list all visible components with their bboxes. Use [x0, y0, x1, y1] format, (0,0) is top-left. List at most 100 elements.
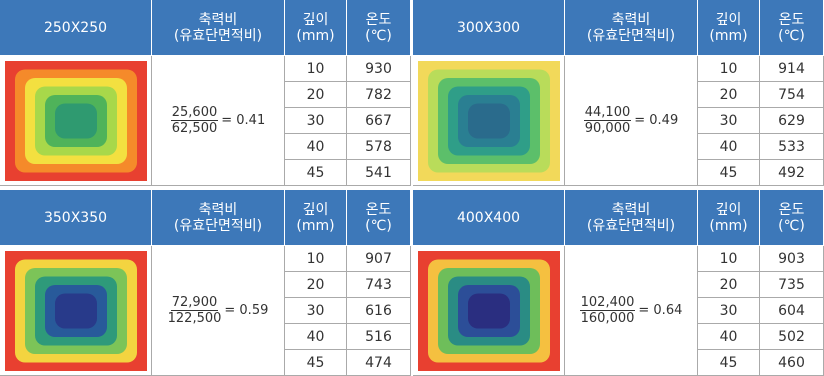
value: 20 — [720, 277, 738, 293]
depth: 40 — [698, 134, 760, 160]
depth: 10 — [285, 56, 347, 82]
size-label: 350X350 — [44, 210, 107, 226]
value: 492 — [778, 165, 805, 181]
temperature: 578 — [347, 134, 411, 160]
value: 616 — [365, 303, 392, 319]
temperature: 735 — [760, 272, 824, 298]
value: 20 — [307, 277, 325, 293]
value: 460 — [778, 355, 805, 371]
depth: 30 — [285, 298, 347, 324]
header-line: (℃) — [365, 28, 392, 44]
denominator: 90,000 — [585, 121, 631, 136]
depth: 20 — [698, 272, 760, 298]
header-line: (mm) — [296, 218, 334, 234]
depth: 40 — [698, 324, 760, 350]
header-line: (℃) — [365, 218, 392, 234]
temperature: 460 — [760, 350, 824, 376]
depth: 40 — [285, 134, 347, 160]
value: 30 — [307, 113, 325, 129]
value: 30 — [720, 113, 738, 129]
temperature: 541 — [347, 160, 411, 186]
value: 40 — [307, 139, 325, 155]
value: 667 — [365, 113, 392, 129]
header-line: (mm) — [709, 218, 747, 234]
depth: 10 — [698, 246, 760, 272]
header-line: 온도 — [779, 202, 805, 218]
heatmap — [418, 61, 560, 181]
heatmap — [5, 251, 147, 371]
denominator: 62,500 — [172, 121, 218, 136]
depth: 30 — [698, 108, 760, 134]
value: 10 — [307, 251, 325, 267]
heatmap — [5, 61, 147, 181]
header-line: 축력비 — [612, 12, 651, 28]
size-header: 350X350 — [0, 190, 152, 246]
depth: 20 — [285, 272, 347, 298]
temperature: 492 — [760, 160, 824, 186]
depth: 20 — [698, 82, 760, 108]
result: = 0.59 — [224, 303, 268, 318]
heatmap-cell — [0, 246, 152, 376]
header-line: 온도 — [366, 202, 392, 218]
temperature: 743 — [347, 272, 411, 298]
header-line: 깊이 — [303, 202, 329, 218]
value: 40 — [307, 329, 325, 345]
value: 533 — [778, 139, 805, 155]
value: 40 — [720, 139, 738, 155]
value: 930 — [365, 61, 392, 77]
header-line: (mm) — [709, 28, 747, 44]
temperature: 930 — [347, 56, 411, 82]
column-header: 깊이(mm) — [285, 190, 347, 246]
size-header: 400X400 — [413, 190, 565, 246]
depth: 10 — [285, 246, 347, 272]
result: = 0.64 — [638, 303, 682, 318]
value: 516 — [365, 329, 392, 345]
temperature: 907 — [347, 246, 411, 272]
header-line: (mm) — [296, 28, 334, 44]
depth: 10 — [698, 56, 760, 82]
header-line: 온도 — [779, 12, 805, 28]
heatmap-cell — [0, 56, 152, 186]
size-label: 300X300 — [457, 20, 520, 36]
temperature: 516 — [347, 324, 411, 350]
temperature: 502 — [760, 324, 824, 350]
header-line: (유효단면적비) — [174, 218, 262, 234]
value: 735 — [778, 277, 805, 293]
value: 20 — [720, 87, 738, 103]
numerator: 25,600 — [171, 105, 219, 121]
temperature: 782 — [347, 82, 411, 108]
depth: 30 — [285, 108, 347, 134]
column-header: 온도(℃) — [760, 190, 824, 246]
column-header: 축력비(유효단면적비) — [152, 190, 285, 246]
heat-zone — [468, 103, 510, 138]
header-line: 온도 — [366, 12, 392, 28]
depth: 30 — [698, 298, 760, 324]
value: 45 — [307, 165, 325, 181]
temperature: 903 — [760, 246, 824, 272]
column-header: 깊이(mm) — [698, 190, 760, 246]
temperature: 754 — [760, 82, 824, 108]
value: 903 — [778, 251, 805, 267]
value: 743 — [365, 277, 392, 293]
column-header: 온도(℃) — [760, 0, 824, 56]
column-header: 축력비(유효단면적비) — [565, 0, 698, 56]
column-header: 온도(℃) — [347, 0, 411, 56]
value: 474 — [365, 355, 392, 371]
page: 250X250축력비(유효단면적비)깊이(mm)온도(℃)25,60062,50… — [0, 0, 824, 376]
header-line: 깊이 — [303, 12, 329, 28]
header-line: (유효단면적비) — [174, 28, 262, 44]
depth: 45 — [698, 160, 760, 186]
size-label: 400X400 — [457, 210, 520, 226]
header-line: (유효단면적비) — [587, 218, 675, 234]
header-line: (℃) — [778, 218, 805, 234]
header-line: 깊이 — [716, 12, 742, 28]
